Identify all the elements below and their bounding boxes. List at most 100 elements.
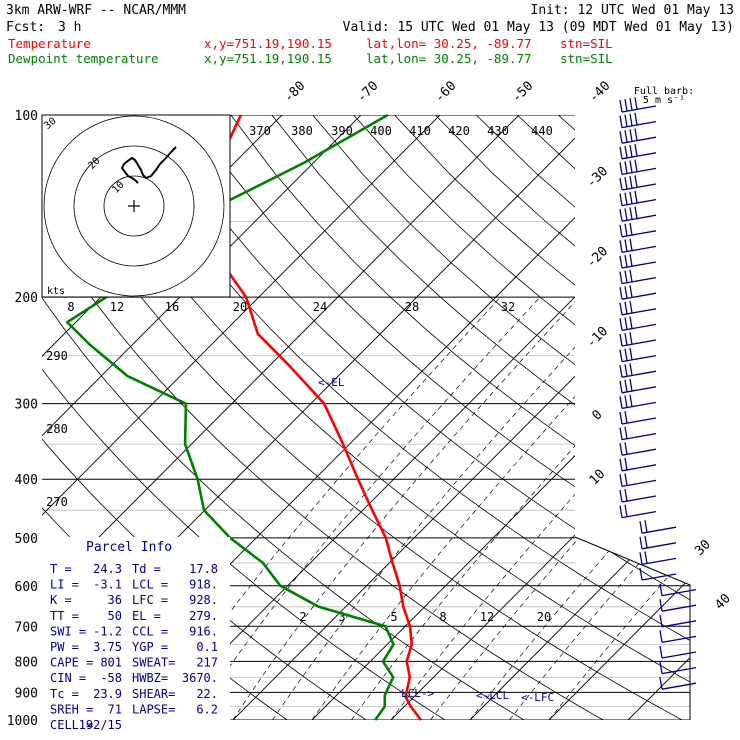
- wind-barb-staff: [641, 542, 677, 550]
- parcel-info-cell: 24.3: [93, 562, 122, 576]
- dry-adiabat: [230, 115, 690, 720]
- moist-adiabat: [351, 296, 690, 720]
- wind-barb-flag: [624, 395, 628, 408]
- isotherm: [627, 115, 690, 720]
- wind-barb-flag: [629, 238, 633, 251]
- mixing-ratio-label: 20: [537, 610, 551, 624]
- wind-barb-flag: [629, 98, 633, 111]
- barb-legend-line2: 5 m s⁻¹: [643, 95, 685, 106]
- wind-barb-flag: [619, 302, 623, 315]
- parcel-info-cell: SWEAT=: [132, 656, 175, 670]
- dry-adiabat: [148, 115, 690, 720]
- wind-barb-flag: [619, 411, 623, 425]
- parcel-info-cell: CCL =: [132, 624, 168, 638]
- wind-barb-staff: [621, 495, 657, 503]
- wind-barb-flag: [629, 363, 633, 376]
- theta-e-label: 380: [291, 124, 313, 138]
- wind-barb-flag: [619, 271, 623, 284]
- wind-barb-flag: [619, 443, 623, 456]
- wind-barb-flag: [624, 176, 628, 190]
- wind-barb-flag: [659, 630, 663, 643]
- wind-barb-flag: [624, 332, 628, 346]
- wind-barb-flag: [659, 661, 663, 674]
- wind-barb-flag: [619, 349, 623, 362]
- speed-tick-label: 16: [165, 300, 179, 314]
- forecast-label: Fcst:: [6, 20, 45, 35]
- parcel-info-title: Parcel Info: [86, 540, 172, 555]
- temperature-legend-latlon: lat,lon= 30.25, -89.77: [366, 36, 532, 51]
- moist-adiabat: [390, 296, 690, 720]
- wind-barb-flag: [619, 131, 623, 144]
- wind-barb-flag: [624, 239, 628, 252]
- speed-tick-label: 28: [405, 300, 419, 314]
- theta-label: 270: [46, 495, 68, 509]
- parcel-info-cell: 801: [100, 656, 122, 670]
- wind-barb-flag: [619, 115, 623, 128]
- pressure-label: 700: [15, 620, 38, 635]
- wind-barb-staff: [621, 198, 657, 207]
- dry-adiabat: [516, 115, 690, 720]
- parcel-info-cell: 17.8: [189, 562, 218, 576]
- wind-barb-flag: [629, 129, 633, 142]
- wind-barb-staff: [621, 370, 657, 378]
- wind-barb-flag: [634, 143, 638, 157]
- wind-barb-staff: [621, 261, 657, 269]
- dry-adiabat: [476, 115, 690, 720]
- dewpoint-legend-xy: x,y=751.19,190.15: [204, 51, 332, 66]
- pressure-label: 900: [15, 686, 38, 701]
- wind-barb-staff: [621, 401, 657, 410]
- wind-barb-flag: [629, 285, 633, 298]
- moist-adiabat: [232, 296, 580, 720]
- wind-barb-staff: [621, 292, 657, 300]
- parcel-info-cell: LI =: [50, 578, 79, 592]
- wind-barb-flag: [624, 98, 628, 112]
- parcel-info-cell: -3.1: [93, 578, 122, 592]
- dry-adiabat: [557, 115, 690, 720]
- wind-barb-flag: [619, 162, 623, 175]
- barb-legend-line1: Full barb:: [634, 86, 694, 97]
- wind-barb-flag: [634, 112, 638, 126]
- wind-barb-flag: [619, 396, 623, 409]
- isotherm: [42, 115, 362, 720]
- parcel-info-cell: 71: [108, 702, 122, 716]
- dewpoint-legend-label: Dewpoint temperature: [8, 51, 159, 66]
- wind-barb-staff: [621, 152, 657, 160]
- wind-barb-flag: [659, 599, 663, 612]
- dry-adiabat: [312, 115, 690, 720]
- temperature-legend-stn: stn=SIL: [560, 36, 613, 51]
- wind-barb-flag: [624, 348, 628, 361]
- wind-barb-flag: [644, 551, 648, 564]
- parcel-info-cell: TT =: [50, 609, 79, 623]
- outer-isotherm-label: 40: [712, 591, 734, 613]
- wind-barb-flag: [634, 159, 638, 172]
- wind-barb-flag: [624, 410, 628, 424]
- dewpoint-legend-latlon: lat,lon= 30.25, -89.77: [366, 51, 532, 66]
- parcel-info-cell: CELL =: [50, 718, 93, 732]
- wind-barb-flag: [619, 193, 623, 206]
- moist-adiabat: [272, 296, 622, 720]
- dry-adiabat: [394, 115, 690, 720]
- right-isotherm-label: -20: [584, 244, 611, 271]
- top-isotherm-label: -50: [509, 79, 536, 106]
- mixing-ratio-label: 8: [439, 610, 446, 624]
- wind-barb-staff: [641, 557, 677, 566]
- parcel-info-cell: Td =: [132, 562, 161, 576]
- wind-barb-flag: [639, 521, 643, 534]
- wind-barb-flag: [624, 161, 628, 174]
- wind-barb-flag: [629, 378, 633, 392]
- wind-barb-flag: [624, 130, 628, 143]
- barb-panel-edge: [574, 536, 691, 720]
- wind-barb-flag: [619, 255, 623, 269]
- wind-barb-staff: [621, 417, 657, 425]
- wind-barb-flag: [629, 332, 633, 345]
- isotherm: [390, 115, 690, 720]
- parcel-info-cell: LAPSE=: [132, 702, 175, 716]
- model-title: 3km ARW-WRF -- NCAR/MMM: [6, 3, 186, 18]
- hodograph-unit: kts: [47, 286, 65, 297]
- parcel-info-cell: CAPE =: [50, 656, 93, 670]
- wind-barb-flag: [659, 583, 663, 596]
- hodograph-inset: 30 20 10 kts: [41, 114, 231, 298]
- wind-barb-flag: [619, 458, 623, 471]
- wind-barb-staff: [621, 105, 657, 113]
- moist-adiabat: [430, 296, 690, 720]
